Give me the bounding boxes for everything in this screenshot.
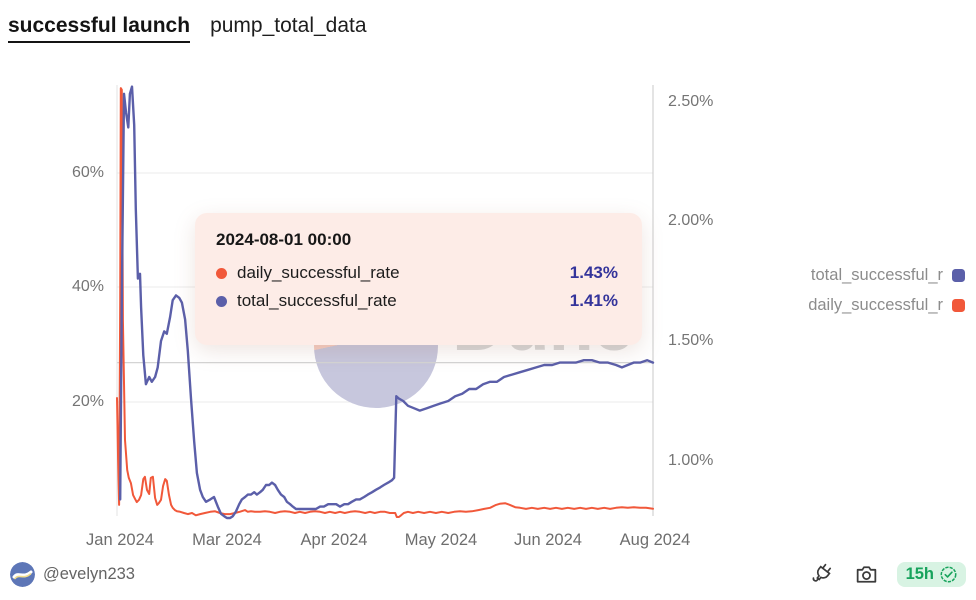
axis-tick-label: Jun 2024: [514, 531, 582, 549]
camera-icon: [856, 565, 876, 583]
hover-tooltip: 2024-08-01 00:00 daily_successful_rate 1…: [195, 213, 642, 345]
legend-label: daily_successful_r: [808, 296, 943, 314]
axis-tick-label: 2.50%: [668, 93, 714, 110]
tooltip-date: 2024-08-01 00:00: [216, 230, 352, 249]
axis-tick-label: 1.50%: [668, 332, 714, 349]
chart-header: successful launch pump_total_data: [8, 14, 367, 43]
avatar-image: [10, 561, 35, 587]
daily-successful-rate-line[interactable]: [116, 87, 654, 518]
chart-legend: total_successful_r daily_successful_r: [808, 266, 965, 315]
fork-button[interactable]: [809, 561, 836, 588]
tooltip-series-label: daily_successful_rate: [237, 263, 400, 282]
total-series-dot-icon: [216, 295, 227, 307]
daily-series-dot-icon: [216, 267, 227, 279]
last-refresh-badge[interactable]: 15h: [896, 561, 966, 587]
legend-item-daily[interactable]: daily_successful_r: [808, 296, 965, 315]
total-series-swatch-icon: [952, 269, 965, 282]
tooltip-row: total_successful_rate 1.41%: [216, 291, 618, 311]
tooltip-row: daily_successful_rate 1.43%: [216, 263, 618, 283]
fork-icon: [812, 563, 832, 582]
axis-tick-label: 2.00%: [668, 212, 714, 229]
tooltip-series-value: 1.41%: [569, 291, 618, 310]
footer-actions: 15h: [809, 561, 966, 588]
axis-tick-label: Apr 2024: [300, 531, 368, 549]
query-subtitle: pump_total_data: [210, 14, 367, 37]
legend-label: total_successful_r: [810, 266, 943, 284]
legend-item-total[interactable]: total_successful_r: [808, 266, 965, 285]
screenshot-button[interactable]: [853, 561, 880, 588]
avatar[interactable]: [10, 561, 35, 587]
axis-tick-label: Mar 2024: [192, 531, 262, 549]
axis-tick-label: 60%: [71, 164, 104, 181]
query-title-link[interactable]: successful launch: [8, 14, 191, 43]
verified-seal-icon: [940, 566, 957, 582]
axis-tick-label: 1.00%: [668, 452, 714, 469]
total-successful-rate-line[interactable]: [118, 85, 655, 520]
axis-tick-label: May 2024: [404, 531, 478, 549]
embed-footer: @evelyn233 15h: [0, 556, 976, 592]
refresh-age-label: 15h: [905, 564, 934, 583]
axis-tick-label: 20%: [71, 393, 104, 410]
tooltip-series-value: 1.43%: [569, 263, 618, 282]
axis-tick-label: 40%: [71, 278, 104, 295]
axis-tick-label: Aug 2024: [619, 531, 691, 549]
author-handle[interactable]: @evelyn233: [43, 564, 135, 583]
axis-tick-label: Jan 2024: [86, 531, 154, 549]
tooltip-series-label: total_successful_rate: [237, 291, 397, 310]
daily-series-swatch-icon: [952, 299, 965, 312]
